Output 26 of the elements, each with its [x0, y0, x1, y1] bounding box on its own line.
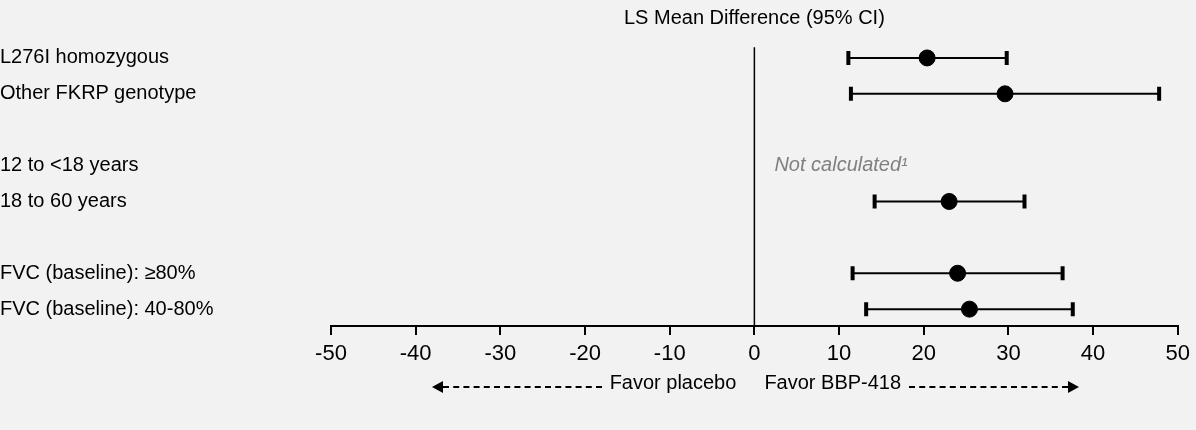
- x-tick-label: 50: [1165, 340, 1191, 366]
- x-tick-label: 20: [911, 340, 936, 366]
- x-tick-label: -30: [484, 340, 517, 366]
- point: [940, 192, 958, 210]
- x-tick-label: 0: [748, 340, 761, 366]
- y-tick-label: L276I homozygous: [0, 45, 170, 68]
- y-tick-label: FVC (baseline): 40-80%: [0, 296, 214, 319]
- point: [996, 85, 1014, 103]
- x-tick-label: 40: [1080, 340, 1106, 366]
- y-tick-label: FVC (baseline): ≥80%: [0, 260, 196, 283]
- point: [949, 264, 967, 282]
- x-tick-label: -40: [399, 340, 432, 366]
- annotation: Not calculated¹: [774, 153, 909, 176]
- point: [960, 300, 978, 318]
- x-tick-label: -10: [653, 340, 686, 366]
- text: Favor BBP-418: [764, 371, 902, 394]
- text: Favor placebo: [609, 371, 737, 394]
- point: [918, 49, 936, 67]
- x-tick-label: -50: [315, 340, 347, 366]
- x-tick-label: 10: [826, 340, 852, 366]
- x-tick-label: 30: [996, 340, 1021, 366]
- x-tick-label: -20: [569, 340, 601, 366]
- chart-title: LS Mean Difference (95% CI): [623, 5, 885, 28]
- y-tick-label: 12 to <18 years: [0, 153, 139, 176]
- y-tick-label: 18 to 60 years: [0, 189, 127, 211]
- y-tick-label: Other FKRP genotype: [0, 81, 197, 104]
